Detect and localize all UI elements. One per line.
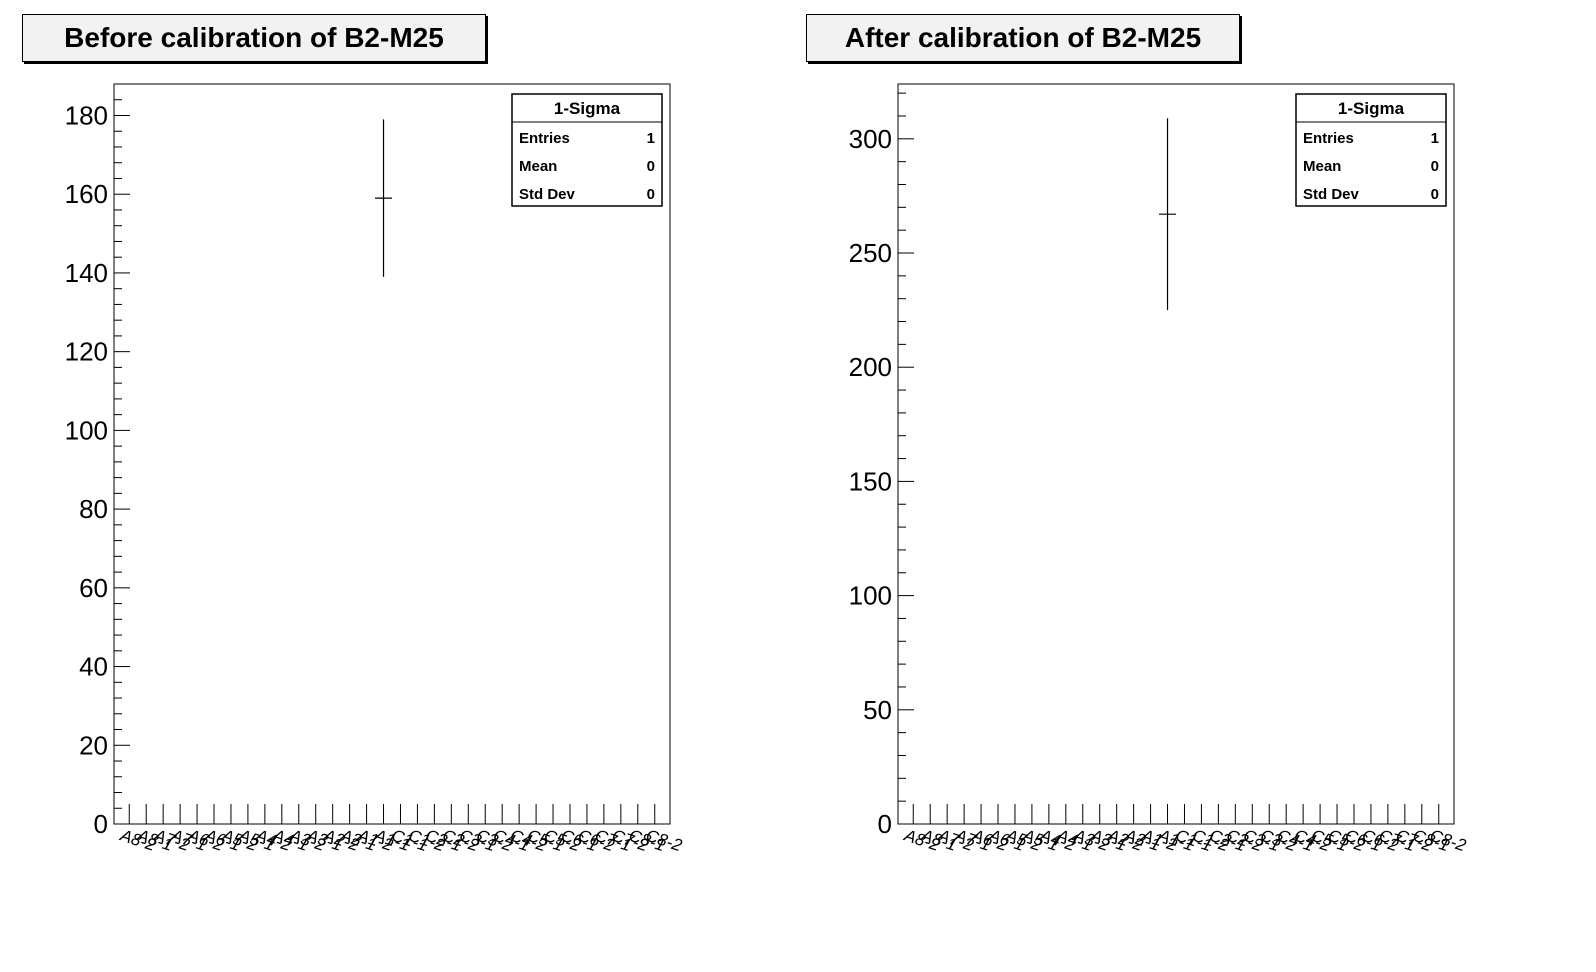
y-tick-label: 80: [79, 494, 108, 524]
stats-mean-value: 0: [1431, 158, 1439, 175]
y-tick-label: 50: [863, 695, 892, 725]
stats-mean-label: Mean: [1303, 158, 1341, 175]
y-tick-label: 150: [849, 466, 892, 496]
y-tick-label: 120: [65, 337, 108, 367]
stats-entries-label: Entries: [519, 130, 570, 147]
stats-box: 1-Sigma Entries 1 Mean 0 Std Dev 0: [511, 93, 663, 207]
y-tick-label: 100: [849, 581, 892, 611]
y-tick-label: 0: [94, 809, 108, 839]
chart-title-before: Before calibration of B2-M25: [22, 14, 486, 62]
stats-box-title: 1-Sigma: [1338, 99, 1405, 118]
y-tick-label: 180: [65, 100, 108, 130]
y-tick-label: 300: [849, 124, 892, 154]
y-tick-label: 20: [79, 730, 108, 760]
stats-mean-value: 0: [647, 158, 655, 175]
stats-mean-label: Mean: [519, 158, 557, 175]
stats-entries-value: 1: [1431, 130, 1439, 147]
y-tick-label: 0: [878, 809, 892, 839]
stats-box: 1-Sigma Entries 1 Mean 0 Std Dev 0: [1295, 93, 1447, 207]
plot-frame: [113, 83, 671, 825]
stats-std-dev-value: 0: [1431, 186, 1439, 203]
stats-std-dev-label: Std Dev: [519, 186, 576, 203]
plot-frame: [897, 83, 1455, 825]
chart-title-after: After calibration of B2-M25: [806, 14, 1240, 62]
y-tick-label: 140: [65, 258, 108, 288]
y-tick-label: 160: [65, 179, 108, 209]
stats-box-frame: [1295, 93, 1447, 207]
y-tick-label: 40: [79, 652, 108, 682]
stats-std-dev-label: Std Dev: [1303, 186, 1360, 203]
y-tick-label: 100: [65, 415, 108, 445]
stats-entries-value: 1: [647, 130, 655, 147]
stats-box-frame: [511, 93, 663, 207]
stats-box-title: 1-Sigma: [554, 99, 621, 118]
y-tick-label: 200: [849, 352, 892, 382]
y-tick-label: 250: [849, 238, 892, 268]
stats-entries-label: Entries: [1303, 130, 1354, 147]
y-tick-label: 60: [79, 573, 108, 603]
stats-std-dev-value: 0: [647, 186, 655, 203]
